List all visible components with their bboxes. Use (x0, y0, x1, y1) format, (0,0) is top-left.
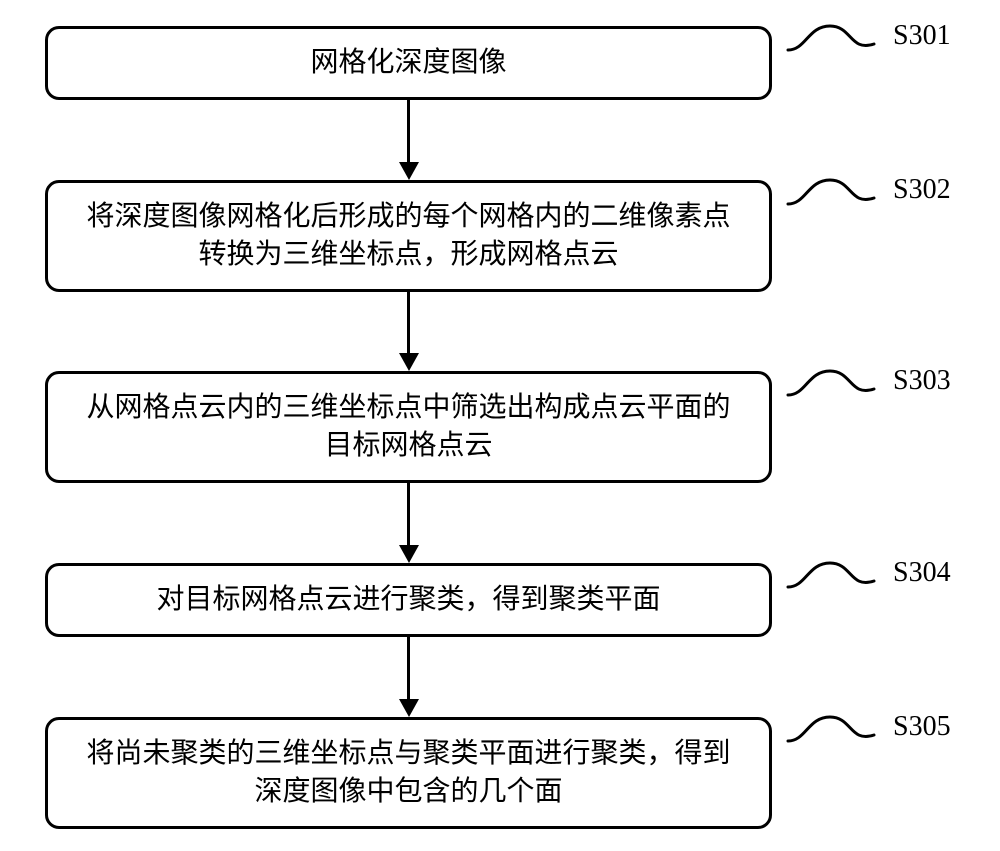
flow-node-4: 对目标网格点云进行聚类，得到聚类平面 (45, 563, 772, 637)
arrow-head-icon-3 (399, 545, 419, 563)
step-label-3: S303 (893, 365, 951, 397)
flow-node-1: 网格化深度图像 (45, 26, 772, 100)
arrow-line-2 (407, 292, 410, 353)
flow-node-5: 将尚未聚类的三维坐标点与聚类平面进行聚类，得到深度图像中包含的几个面 (45, 717, 772, 829)
flowchart-canvas: 网格化深度图像将深度图像网格化后形成的每个网格内的二维像素点转换为三维坐标点，形… (0, 0, 1000, 851)
step-label-5: S305 (893, 711, 951, 743)
flow-node-3: 从网格点云内的三维坐标点中筛选出构成点云平面的目标网格点云 (45, 371, 772, 483)
step-label-1: S301 (893, 20, 951, 52)
arrow-head-icon-1 (399, 162, 419, 180)
arrow-line-3 (407, 483, 410, 545)
arrow-line-4 (407, 637, 410, 699)
flow-node-text: 将尚未聚类的三维坐标点与聚类平面进行聚类，得到深度图像中包含的几个面 (86, 735, 730, 811)
label-connector-4 (786, 557, 876, 591)
label-connector-5 (786, 711, 876, 745)
flow-node-text: 对目标网格点云进行聚类，得到聚类平面 (156, 581, 660, 619)
flow-node-2: 将深度图像网格化后形成的每个网格内的二维像素点转换为三维坐标点，形成网格点云 (45, 180, 772, 292)
arrow-head-icon-4 (399, 699, 419, 717)
label-connector-3 (786, 365, 876, 399)
arrow-head-icon-2 (399, 353, 419, 371)
flow-node-text: 网格化深度图像 (310, 44, 506, 82)
label-connector-2 (786, 174, 876, 208)
step-label-2: S302 (893, 174, 951, 206)
flow-node-text: 将深度图像网格化后形成的每个网格内的二维像素点转换为三维坐标点，形成网格点云 (86, 198, 730, 274)
label-connector-1 (786, 20, 876, 54)
step-label-4: S304 (893, 557, 951, 589)
arrow-line-1 (407, 100, 410, 162)
flow-node-text: 从网格点云内的三维坐标点中筛选出构成点云平面的目标网格点云 (86, 389, 730, 465)
